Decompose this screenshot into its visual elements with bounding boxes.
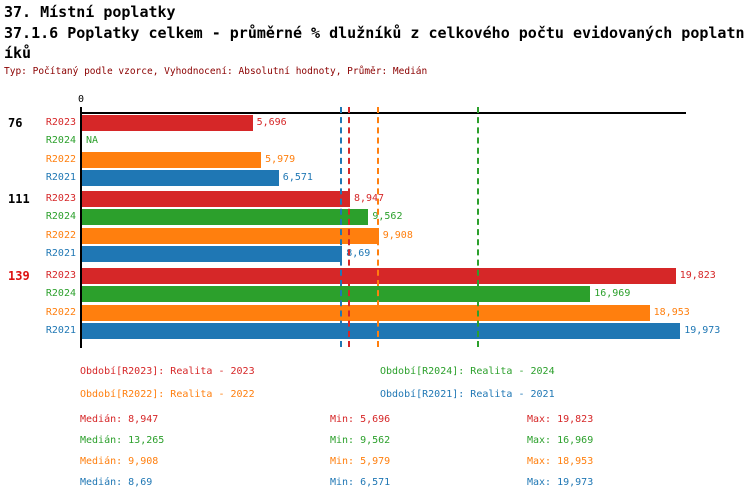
stats-row-r2023: Medián: 8,947 Min: 5,696 Max: 19,823: [0, 414, 750, 428]
bar-value-label: 19,823: [679, 270, 716, 281]
chart-meta-info: Typ: Počítaný podle vzorce, Vyhodnocení:…: [4, 66, 428, 77]
bar: [82, 245, 343, 262]
bar-row-label: R2021: [45, 247, 76, 259]
stat-max: Max: 16,969: [527, 435, 594, 446]
bar-value-label: 8,947: [353, 193, 385, 204]
stat-max: Max: 19,823: [527, 414, 594, 425]
legend-item-r2022: Období[R2022]: Realita - 2022: [80, 389, 255, 400]
bar: [82, 304, 650, 321]
stat-median: Medián: 8,69: [80, 477, 153, 488]
bar: [82, 322, 681, 339]
bar-row-label: R2024: [45, 135, 76, 147]
bar-value-label: 6,571: [282, 171, 313, 183]
group-label: 76: [8, 116, 23, 130]
bar-value-label: 5,979: [265, 153, 296, 165]
bar: [82, 268, 676, 284]
bar-value-label: NA: [86, 135, 99, 147]
median-line: [477, 107, 480, 347]
legend-item-r2023: Období[R2023]: Realita - 2023: [80, 366, 255, 377]
bar-value-label: 8,69: [346, 247, 371, 259]
stat-min: Min: 6,571: [330, 477, 391, 488]
bar-row-label: R2021: [45, 324, 76, 336]
legend-item-r2021: Období[R2021]: Realita - 2021: [380, 389, 555, 400]
bar: [82, 115, 253, 131]
bar: [82, 286, 591, 303]
bar: [82, 191, 350, 207]
stats-row-r2024: Medián: 13,265 Min: 9,562 Max: 16,969: [0, 435, 750, 449]
bar-value-label: 16,969: [594, 288, 631, 300]
median-line: [347, 107, 350, 347]
bar-row-label: R2024: [45, 211, 76, 223]
bar-value-label: 18,953: [653, 306, 690, 318]
bar-row-label: R2023: [45, 270, 76, 281]
bar-row-label: R2024: [45, 288, 76, 300]
stat-min: Min: 5,696: [330, 414, 391, 425]
stats-row-r2021: Medián: 8,69 Min: 6,571 Max: 19,973: [0, 477, 750, 491]
bar-value-label: 19,973: [684, 324, 721, 336]
bar-value-label: 9,908: [382, 229, 413, 241]
bar: [82, 151, 262, 168]
group-label: 139: [8, 269, 30, 283]
bar-row-label: R2022: [45, 229, 76, 241]
stat-median: Medián: 13,265: [80, 435, 165, 446]
bar-row-label: R2023: [45, 193, 76, 204]
y-axis-line: [80, 107, 82, 348]
chart-title: 37.1.6 Poplatky celkem - průměrné % dluž…: [4, 24, 745, 62]
x-axis-line: [80, 112, 686, 114]
bar-row-label: R2022: [45, 153, 76, 165]
report-section-title: 37. Místní poplatky: [4, 3, 176, 21]
bar-row-label: R2021: [45, 171, 76, 183]
stat-max: Max: 19,973: [527, 477, 594, 488]
x-axis-zero-tick-label: 0: [77, 94, 85, 105]
bar: [82, 227, 379, 244]
group-label: 111: [8, 192, 30, 206]
bar-value-label: 5,696: [256, 117, 287, 128]
stats-row-r2022: Medián: 9,908 Min: 5,979 Max: 18,953: [0, 456, 750, 470]
bar: [82, 169, 279, 186]
stat-max: Max: 18,953: [527, 456, 594, 467]
stat-median: Medián: 9,908: [80, 456, 159, 467]
bar-row-label: R2023: [45, 117, 76, 128]
median-line: [340, 107, 343, 347]
bar-row-label: R2022: [45, 306, 76, 318]
bar: [82, 209, 369, 226]
legend-item-r2024: Období[R2024]: Realita - 2024: [380, 366, 555, 377]
stat-median: Medián: 8,947: [80, 414, 159, 425]
bar-value-label: 9,562: [372, 211, 403, 223]
stat-min: Min: 5,979: [330, 456, 391, 467]
plot-area: 0 76 R2023 5,696 R2024 NA R2022 5,979 R2021 6,57…: [8, 94, 721, 348]
stat-min: Min: 9,562: [330, 435, 391, 446]
median-line: [376, 107, 379, 347]
